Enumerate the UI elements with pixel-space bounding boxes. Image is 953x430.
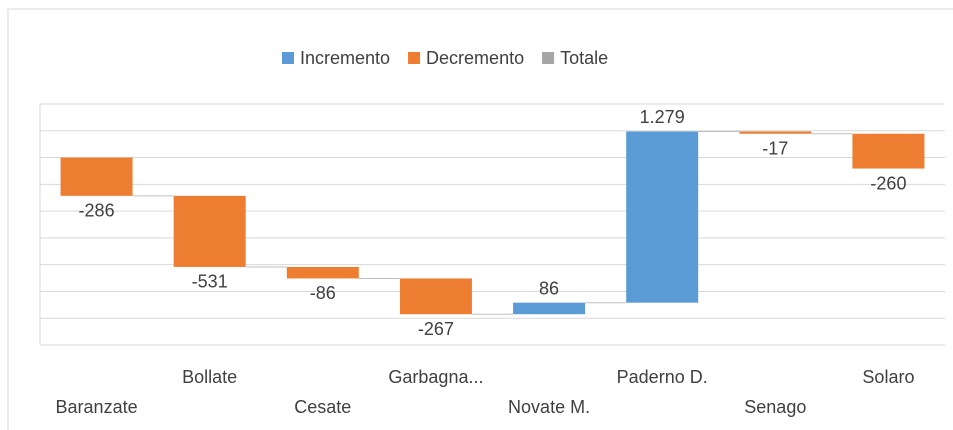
data-label: 86 (539, 278, 559, 298)
legend-swatch (408, 52, 421, 64)
data-label: -86 (310, 283, 336, 303)
legend-label: Decremento (426, 48, 524, 68)
bar (739, 131, 812, 134)
x-tick-label: Paderno D. (617, 367, 708, 387)
data-label: -260 (870, 173, 906, 193)
bar (286, 266, 359, 279)
bar (399, 278, 472, 315)
data-label: -286 (79, 201, 115, 221)
bar (626, 131, 699, 303)
x-tick-label: Bollate (182, 367, 237, 387)
legend-label: Incremento (300, 48, 390, 68)
bar (60, 157, 133, 196)
bar (173, 195, 246, 267)
x-tick-label: Senago (744, 397, 806, 417)
legend-swatch (542, 52, 555, 64)
legend-label: Totale (560, 48, 608, 68)
data-label: 1.279 (640, 107, 685, 127)
x-tick-label: Novate M. (508, 397, 590, 417)
data-label: -531 (192, 272, 228, 292)
x-tick-label: Cesate (294, 397, 351, 417)
data-label: -17 (762, 138, 788, 158)
bar (852, 133, 925, 169)
legend-swatch (282, 52, 294, 64)
x-tick-label: Garbagna... (388, 367, 483, 387)
x-tick-label: Solaro (862, 367, 914, 387)
data-label: -267 (418, 319, 454, 339)
bar (513, 302, 586, 315)
x-tick-label: Baranzate (56, 397, 138, 417)
